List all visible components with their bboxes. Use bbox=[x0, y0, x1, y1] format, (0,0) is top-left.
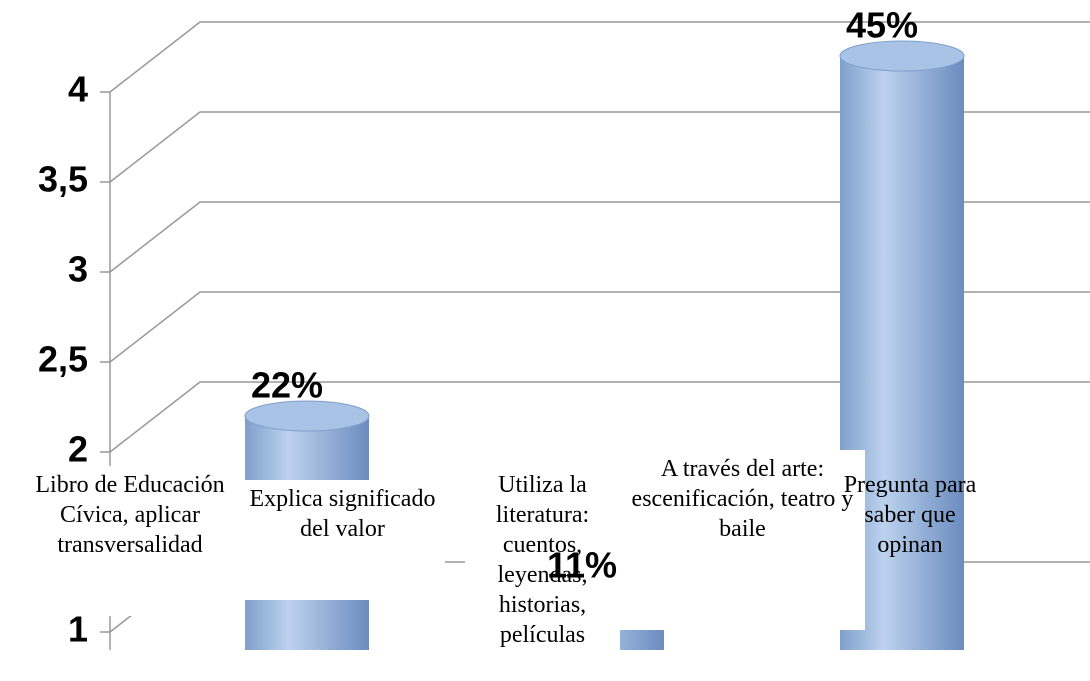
data-label: 45% bbox=[846, 5, 918, 46]
category-label: Explica significado del valor bbox=[240, 480, 445, 600]
y-tick-label: 4 bbox=[68, 69, 88, 110]
grid-line bbox=[109, 21, 1090, 93]
grid-line bbox=[109, 111, 1090, 183]
grid-line bbox=[109, 381, 1090, 453]
y-tick-label: 3 bbox=[68, 249, 88, 290]
y-tick-label: 2 bbox=[68, 429, 88, 470]
category-label: Pregunta para saber que opinan bbox=[843, 472, 977, 558]
bar-body bbox=[840, 56, 964, 650]
data-label: 11% bbox=[547, 545, 617, 586]
bar-cap bbox=[244, 400, 370, 432]
bar bbox=[839, 40, 965, 650]
y-tick-label: 2,5 bbox=[38, 339, 88, 380]
y-tick-label: 1 bbox=[68, 609, 88, 650]
category-label: Libro de Educación Cívica, aplicar trans… bbox=[20, 466, 240, 616]
bar-cap bbox=[839, 40, 965, 72]
category-label: A través del arte: escenificación, teatr… bbox=[620, 450, 865, 630]
grid-line bbox=[109, 201, 1090, 273]
category-label: Utiliza la literatura: cuentos, leyendas… bbox=[465, 466, 620, 681]
y-tick-label: 3,5 bbox=[38, 159, 88, 200]
grid-line bbox=[109, 291, 1090, 363]
data-label: 22% bbox=[251, 365, 323, 406]
